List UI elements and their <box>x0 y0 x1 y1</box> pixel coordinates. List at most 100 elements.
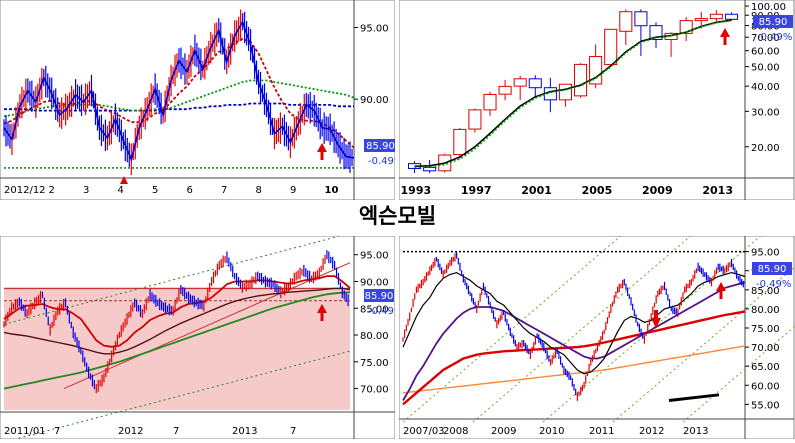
x-tick-label: 7 <box>221 185 227 196</box>
x-tick-label: 7 <box>54 426 60 437</box>
y-tick-label: 55.00 <box>751 400 780 411</box>
yearly-chart-panel: 100.0090.0080.0070.0060.0050.0040.0030.0… <box>398 0 795 201</box>
price-label: 85.90 <box>759 17 788 28</box>
x-tick-label: 2013 <box>683 426 708 437</box>
moving-average-line <box>3 291 351 390</box>
event-marker <box>120 176 128 184</box>
x-tick-label: 2011 <box>589 426 614 437</box>
daily-chart-panel: 95.00 90.00 2012/122 3 4 5 6 7 8 9 10 85.90 -0.49% <box>0 0 403 201</box>
change-label: -0.49% <box>368 306 395 317</box>
x-tick-label: 9 <box>290 185 296 196</box>
candlestick <box>724 13 738 20</box>
x-tick-label: 2011/01 <box>4 426 46 437</box>
candlestick <box>513 78 527 87</box>
y-tick-label: 70.00 <box>751 343 780 354</box>
x-tick-label: 4 <box>118 185 124 196</box>
x-tick-label: 2010 <box>539 426 564 437</box>
change-label: -0.49% <box>368 156 395 167</box>
candlestick <box>604 28 618 66</box>
panel-frame <box>398 0 795 201</box>
y-tick-label: 85.00 <box>360 304 389 315</box>
price-label: 85.90 <box>366 141 395 152</box>
x-tick-label: 5 <box>152 185 158 196</box>
y-tick-label: 75.00 <box>360 358 389 369</box>
x-tick-label: 7 <box>173 426 179 437</box>
y-tick-label: 50.00 <box>751 63 780 74</box>
y-tick-label: 85.00 <box>751 286 780 297</box>
candlestick <box>558 83 572 101</box>
y-tick-label: 40.00 <box>751 82 780 93</box>
price-label: 85.90 <box>758 264 787 275</box>
x-tick-label: 2013 <box>702 184 733 197</box>
candlestick <box>423 166 437 172</box>
moving-average-line <box>402 281 746 401</box>
y-tick-label: 60.00 <box>751 381 780 392</box>
y-tick-label: 70.00 <box>360 385 389 396</box>
channel-line <box>402 233 624 423</box>
page-title: 엑슨모빌 <box>358 203 437 228</box>
monthly-chart: 95.0090.0085.0080.0075.0070.0065.0060.00… <box>398 233 795 440</box>
x-tick-label: 2012 <box>118 426 143 437</box>
y-tick-label: 90.00 <box>360 277 389 288</box>
y-tick-label: 95.00 <box>360 251 389 262</box>
price-label-box <box>364 139 397 152</box>
candlestick <box>498 85 512 95</box>
y-tick-label: 20.00 <box>751 143 780 154</box>
y-tick-label: 95.00 <box>751 248 780 259</box>
channel-line <box>472 233 694 423</box>
x-tick-label: 2008 <box>443 426 468 437</box>
candlestick <box>468 109 482 130</box>
candlestick <box>634 11 648 27</box>
y-tick-label: 70.00 <box>751 33 780 44</box>
panel-frame <box>398 235 795 440</box>
price-label-box <box>753 15 793 28</box>
candlestick <box>528 78 542 89</box>
x-tick-label: 10 <box>325 185 339 196</box>
moving-average-line <box>3 38 355 149</box>
candlestick <box>453 128 467 156</box>
y-tick-label: 80.00 <box>751 305 780 316</box>
y-tick-label: 75.00 <box>751 324 780 335</box>
y-tick-label: 95.00 <box>360 24 389 35</box>
weekly-chart-panel: 95.00 90.00 85.00 80.00 75.00 70.00 2011/01 7 20… <box>0 232 403 443</box>
daily-chart: 95.00 90.00 2012/122 3 4 5 6 7 8 9 10 85.90 -0.49% <box>0 0 403 201</box>
x-tick-label: 2007/03 <box>403 426 445 437</box>
trend-line <box>63 262 351 390</box>
candlestick <box>589 56 603 85</box>
x-tick-label: 7 <box>290 426 296 437</box>
annotation-stroke <box>668 393 720 403</box>
x-tick-label: 2005 <box>582 184 613 197</box>
candlestick <box>694 18 708 22</box>
moving-average-line <box>3 287 351 355</box>
red-arrow-marker <box>716 282 726 299</box>
y-tick-label: 60.00 <box>751 47 780 58</box>
x-tick-label: 1993 <box>401 184 432 197</box>
weekly-chart: 95.00 90.00 85.00 80.00 75.00 70.00 2011/01 7 20… <box>0 232 403 443</box>
price-line <box>3 19 355 162</box>
y-tick-label: 100.00 <box>751 2 786 13</box>
change-label: -0.49% <box>756 279 791 290</box>
moving-average-line <box>4 102 354 112</box>
red-arrow-marker <box>317 143 327 160</box>
red-arrow-marker <box>651 310 661 328</box>
x-tick-label: 2009 <box>642 184 673 197</box>
moving-average-line <box>3 79 355 118</box>
moving-average-line <box>402 310 746 406</box>
x-tick-label: 1997 <box>461 184 492 197</box>
x-tick-label: 2001 <box>521 184 552 197</box>
long-moving-average-line <box>402 345 746 394</box>
x-tick-label: 2012/12 <box>4 185 46 196</box>
x-tick-label: 2013 <box>232 426 257 437</box>
price-label-box <box>364 289 394 302</box>
candlestick <box>649 25 663 40</box>
y-tick-label: 30.00 <box>751 107 780 118</box>
y-tick-label: 80.00 <box>360 331 389 342</box>
channel-line <box>542 233 764 423</box>
red-arrow-marker <box>720 28 730 45</box>
candlestick <box>483 93 497 111</box>
change-label: -0.49% <box>757 32 792 43</box>
x-tick-label: 6 <box>187 185 193 196</box>
candlestick <box>619 11 633 32</box>
y-tick-label: 90.00 <box>360 95 389 106</box>
x-tick-label: 2012 <box>639 426 664 437</box>
